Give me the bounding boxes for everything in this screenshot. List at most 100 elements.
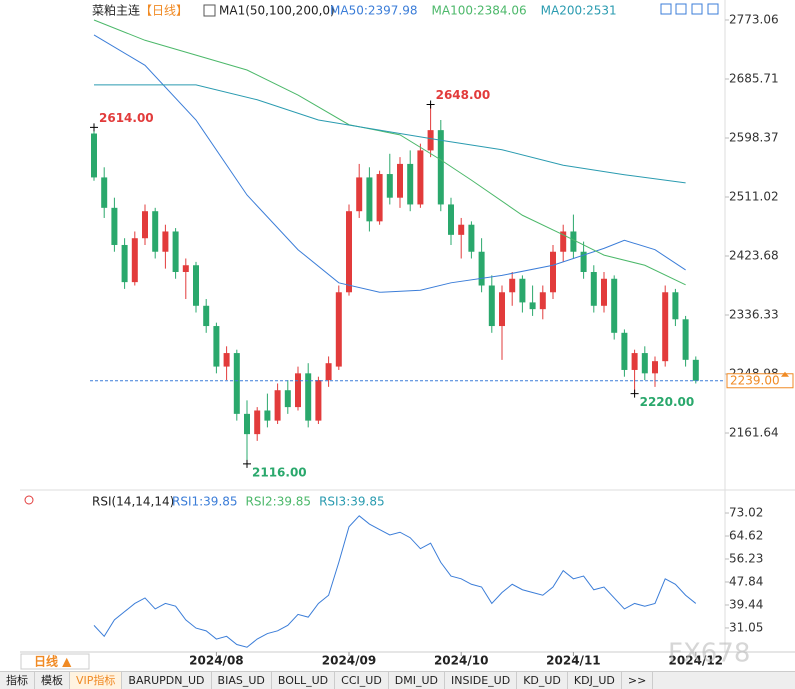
candle-body — [162, 231, 169, 252]
candle-body — [254, 410, 261, 435]
last-price-label: 2239.00 — [730, 373, 780, 387]
candle-body — [335, 292, 342, 367]
candle-body — [539, 292, 546, 310]
candle-body — [519, 278, 526, 303]
settings-icon[interactable] — [24, 495, 34, 505]
candle-body — [193, 265, 199, 306]
extreme-marker — [426, 100, 435, 109]
candle-body — [142, 211, 148, 239]
toolbar-tab[interactable]: KD_UD — [517, 672, 568, 689]
candle-body — [356, 177, 363, 212]
legend-entry: MA50:2397.98 — [330, 4, 418, 18]
candle-body — [417, 150, 424, 205]
indicator: MA1(50,100,200,0) — [219, 4, 335, 18]
candle-body — [468, 224, 475, 252]
ma-line — [94, 84, 686, 184]
candle-body — [560, 231, 567, 252]
candle-body — [682, 319, 689, 360]
y-tick-label: 2773.06 — [729, 12, 779, 26]
legend-entry: MA100:2384.06 — [432, 4, 527, 18]
candle-body — [203, 305, 210, 327]
candle-body — [295, 373, 301, 408]
y-tick-label: 2598.37 — [729, 130, 779, 144]
candle-body — [692, 359, 699, 381]
candle-body — [550, 251, 556, 293]
toolbar-tab[interactable]: >> — [622, 672, 654, 689]
candle-body — [590, 272, 597, 306]
toolbar-tab[interactable]: BOLL_UD — [272, 672, 336, 689]
chart: 菜粕主连 【日线】 MA1(50,100,200,0) RSI(14,14,14… — [0, 0, 795, 671]
candle-body — [427, 130, 434, 151]
candle-body — [346, 211, 352, 293]
candle-body — [223, 353, 230, 367]
candle-body — [672, 292, 679, 320]
candle-body — [91, 133, 97, 178]
candle-body — [529, 302, 536, 310]
symbol: 菜粕主连 — [92, 3, 140, 18]
toolbar-tab[interactable]: 模板 — [35, 672, 70, 689]
candle-body — [611, 278, 618, 333]
candle-body — [652, 361, 658, 374]
y-tick-label: 2511.02 — [729, 190, 779, 204]
y-tick-label: 47.84 — [729, 574, 763, 588]
candle-body — [580, 251, 587, 273]
extreme-label: 2614.00 — [99, 111, 154, 125]
candle-body — [437, 130, 444, 205]
toolbar-tab[interactable]: BARUPDN_UD — [122, 672, 212, 689]
candle-body — [601, 278, 607, 306]
candle-body — [407, 163, 414, 205]
candle-body — [213, 326, 220, 367]
last-price-box — [726, 373, 794, 389]
candle-body — [397, 163, 403, 198]
extreme-label: 2648.00 — [436, 88, 491, 102]
candle-body — [448, 204, 454, 235]
candle-body — [631, 353, 638, 370]
toolbar-tab[interactable]: VIP指标 — [70, 672, 123, 689]
candle-body — [244, 413, 250, 435]
last-price-arrow — [781, 371, 789, 377]
candle-body — [509, 278, 516, 293]
period-button[interactable] — [20, 653, 90, 670]
candle-body — [233, 353, 240, 414]
extreme-marker — [630, 389, 639, 398]
candle-body — [182, 265, 189, 273]
legend-entry: RSI1:39.85 — [172, 495, 238, 509]
extreme-label: 2220.00 — [640, 395, 695, 409]
y-tick-label: 31.05 — [729, 620, 763, 634]
legend-entry: RSI2:39.85 — [246, 495, 312, 509]
candle-body — [172, 231, 179, 273]
y-tick-label: 73.02 — [729, 506, 763, 520]
extreme-label: 2116.00 — [252, 465, 307, 479]
candle-body — [121, 244, 128, 283]
rsi-line — [93, 515, 697, 648]
background — [0, 0, 795, 671]
toolbar: 指标 模板 VIP指标 BARUPDN_UD BIAS_UD BOLL_UD CCI_UD D… — [0, 671, 795, 689]
x-tick-label: 2024/09 — [322, 654, 376, 668]
ma-line — [93, 34, 686, 293]
candle-body — [478, 251, 485, 286]
toolbar-tab[interactable]: BIAS_UD — [212, 672, 272, 689]
indicator-icon — [203, 4, 216, 17]
candle-body — [131, 238, 138, 283]
candle-body — [152, 211, 159, 252]
window-icons — [660, 3, 719, 15]
y-tick-label: 56.23 — [729, 551, 763, 565]
candle-body — [641, 353, 648, 374]
toolbar-tab[interactable]: 指标 — [0, 672, 35, 689]
candle-body — [488, 285, 495, 327]
toolbar-tab[interactable]: CCI_UD — [335, 672, 389, 689]
toolbar-tab[interactable]: INSIDE_UD — [445, 672, 518, 689]
candle-body — [458, 224, 465, 235]
y-tick-label: 39.44 — [729, 597, 763, 611]
rsi-title: RSI(14,14,14) — [92, 495, 174, 509]
candle-body — [325, 363, 332, 381]
period-button-label[interactable]: 日线 ▲ — [34, 654, 72, 669]
y-tick-label: 2685.71 — [729, 71, 779, 85]
toolbar-tab[interactable]: DMI_UD — [389, 672, 446, 689]
candle-body — [274, 390, 281, 421]
watermark: FX678 — [668, 639, 750, 669]
legend-entry: MA200:2531 — [541, 4, 617, 18]
toolbar-tab[interactable]: KDJ_UD — [568, 672, 622, 689]
y-tick-label: 2161.64 — [729, 426, 779, 440]
